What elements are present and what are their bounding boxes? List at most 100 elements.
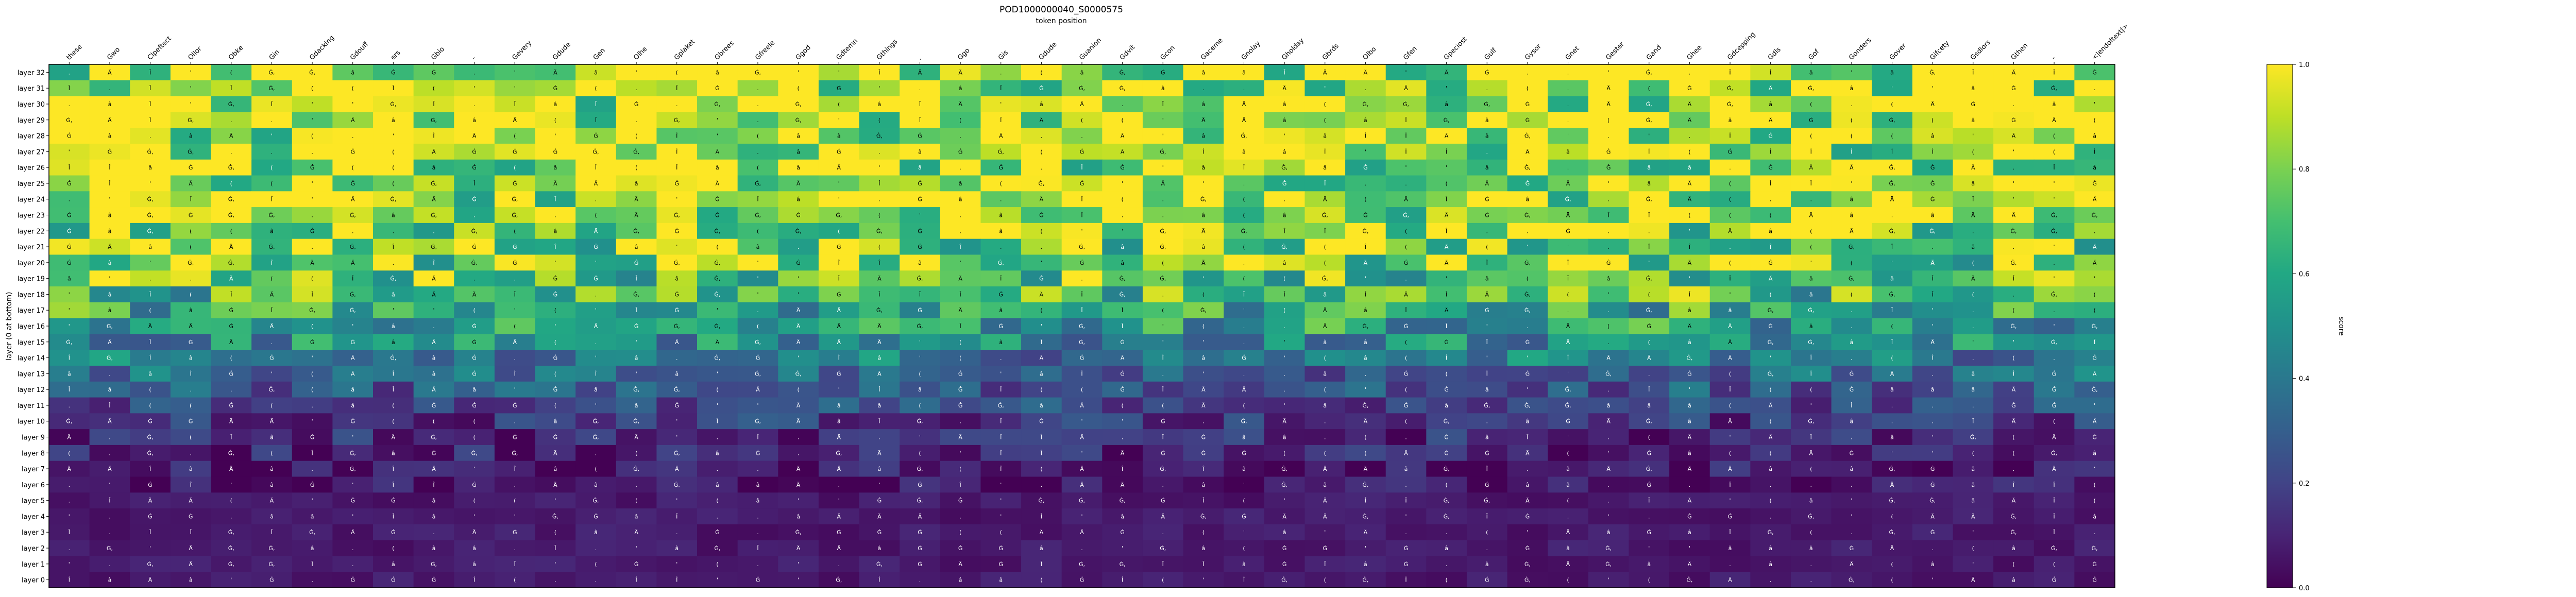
- cell-symbol: ': [1081, 418, 1082, 425]
- cell-symbol: ': [69, 307, 70, 314]
- cell-symbol: Ġ,: [1160, 466, 1166, 472]
- cell-symbol: â: [959, 577, 962, 584]
- cell-symbol: Ġ,: [66, 117, 72, 124]
- cell-symbol: ': [2054, 244, 2055, 250]
- cell-symbol: Ġ: [229, 307, 234, 314]
- cell-symbol: Ä: [918, 513, 922, 520]
- cell-symbol: Ġ,: [876, 133, 883, 140]
- cell-symbol: Ä: [1121, 355, 1125, 362]
- cell-symbol: Ġ,: [1929, 69, 1936, 76]
- heatmap-cell: [1629, 175, 1670, 192]
- cell-symbol: .: [1162, 370, 1164, 377]
- cell-symbol: Ġ: [1323, 545, 1327, 552]
- x-tick-label: Gholday: [1280, 37, 1306, 62]
- cell-symbol: Ġ: [472, 164, 477, 171]
- cell-symbol: Ä: [1728, 355, 1732, 362]
- cell-symbol: ': [2054, 180, 2055, 187]
- heatmap-cell: [1345, 191, 1386, 208]
- cell-symbol: Î: [351, 276, 354, 282]
- cell-symbol: Ä: [1364, 260, 1368, 266]
- cell-symbol: Ġ,: [755, 212, 761, 218]
- cell-symbol: â: [756, 498, 760, 504]
- cell-symbol: Ġ: [432, 402, 436, 409]
- cell-symbol: Ġ: [391, 529, 396, 536]
- cell-symbol: Ä: [1769, 276, 1773, 282]
- cell-symbol: .: [352, 561, 354, 568]
- cell-symbol: (: [1121, 196, 1123, 203]
- y-tick-label: layer 32: [18, 69, 45, 77]
- colorbar: [2266, 64, 2293, 588]
- cell-symbol: Ä: [1971, 513, 1975, 520]
- heatmap-cell: [859, 64, 900, 81]
- heatmap-cell: [413, 143, 454, 160]
- cell-symbol: (: [838, 101, 840, 108]
- heatmap-cell: [49, 223, 90, 240]
- heatmap-cell: [900, 112, 941, 128]
- heatmap-cell: [1831, 159, 1872, 176]
- cell-symbol: ': [838, 386, 840, 393]
- heatmap-cell: [292, 128, 333, 144]
- cell-symbol: â: [108, 260, 112, 266]
- cell-symbol: Ä: [1890, 545, 1894, 552]
- heatmap-cell: [1224, 143, 1265, 160]
- cell-symbol: ': [1284, 339, 1285, 346]
- cell-symbol: Ä: [1201, 260, 1206, 266]
- cell-symbol: Ä: [2012, 133, 2016, 140]
- cell-symbol: ': [1000, 513, 1002, 520]
- heatmap-cell: [1629, 96, 1670, 112]
- cell-symbol: Ġ: [1850, 370, 1854, 377]
- heatmap-cell: [2074, 143, 2115, 160]
- cell-symbol: Ġ: [1526, 180, 1530, 187]
- cell-symbol: ': [2094, 402, 2095, 409]
- cell-symbol: â: [1364, 307, 1367, 314]
- cell-symbol: â: [1688, 164, 1691, 171]
- cell-symbol: Ä: [837, 434, 841, 441]
- cell-symbol: .: [69, 196, 71, 203]
- cell-symbol: Î: [1769, 148, 1772, 155]
- heatmap-cell: [211, 112, 252, 128]
- heatmap-cell: [859, 207, 900, 224]
- heatmap-cell: [1426, 191, 1467, 208]
- cell-symbol: â: [1971, 244, 1975, 250]
- cell-symbol: ': [757, 260, 758, 266]
- cell-symbol: ': [1608, 577, 1609, 584]
- cell-symbol: Ġ: [1404, 561, 1409, 568]
- heatmap-cell: [1629, 80, 1670, 97]
- cell-symbol: â: [432, 545, 436, 552]
- cell-symbol: ': [676, 561, 677, 568]
- cell-symbol: â: [796, 148, 800, 155]
- cell-symbol: ': [1810, 402, 1812, 409]
- cell-symbol: Î: [311, 291, 313, 298]
- heatmap-cell: [1872, 64, 1913, 81]
- heatmap-cell: [1507, 112, 1548, 128]
- heatmap-cell: [1224, 159, 1265, 176]
- cell-symbol: ': [1081, 228, 1082, 234]
- cell-symbol: Ġ,: [836, 577, 842, 584]
- cell-symbol: (: [595, 212, 597, 218]
- heatmap-cell: [980, 64, 1022, 81]
- cell-symbol: â: [1890, 386, 1894, 393]
- cell-symbol: ': [717, 133, 718, 140]
- cell-symbol: â: [189, 577, 193, 584]
- cell-symbol: Ä: [796, 418, 801, 425]
- heatmap-cell: [1224, 112, 1265, 128]
- cell-symbol: (: [1688, 148, 1690, 155]
- heatmap-cell: [778, 159, 819, 176]
- cell-symbol: Î: [1283, 291, 1286, 298]
- heatmap-cell: [89, 223, 130, 240]
- cell-symbol: Ġ: [553, 434, 558, 441]
- cell-symbol: .: [1891, 418, 1893, 425]
- cell-symbol: (: [311, 370, 313, 377]
- cell-symbol: â: [1931, 386, 1935, 393]
- cell-symbol: Ġ,: [2092, 545, 2098, 552]
- cell-symbol: Î: [1162, 101, 1164, 108]
- cell-symbol: Ġ,: [795, 370, 802, 377]
- cell-symbol: Ġ,: [1160, 148, 1166, 155]
- heatmap-cell: [1061, 80, 1103, 97]
- cell-symbol: .: [109, 370, 111, 377]
- cell-symbol: (: [352, 85, 354, 92]
- cell-symbol: Ġ: [958, 498, 963, 504]
- cell-symbol: ': [190, 69, 192, 76]
- cell-symbol: ': [554, 498, 556, 504]
- cell-symbol: Î: [919, 101, 921, 108]
